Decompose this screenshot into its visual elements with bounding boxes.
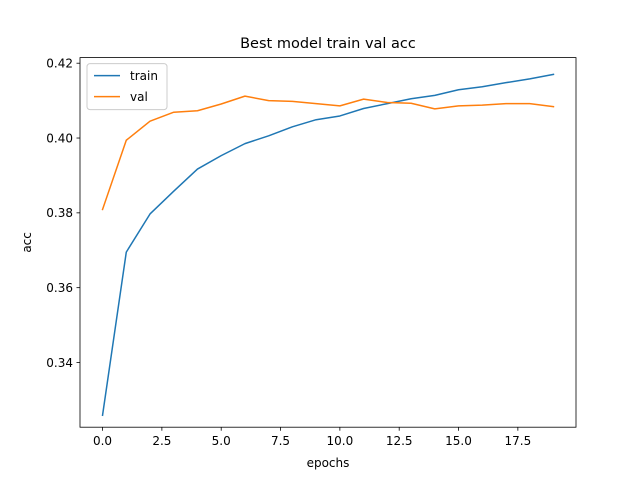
y-tick-label: 0.40 <box>46 131 73 145</box>
series-line-val <box>101 95 555 211</box>
series-line-train <box>101 73 555 417</box>
x-axis-ticks: 0.0 2.5 5.0 7.5 10.0 12.5 15.0 17.5 <box>93 427 531 448</box>
x-tick-label: 17.5 <box>504 434 531 448</box>
series-lines <box>101 73 555 417</box>
x-tick-label: 0.0 <box>93 434 112 448</box>
plot-area <box>80 57 576 428</box>
x-tick-label: 10.0 <box>327 434 354 448</box>
legend-label-val: val <box>130 90 148 104</box>
x-axis-label: epochs <box>307 456 350 470</box>
x-tick-label: 5.0 <box>212 434 231 448</box>
legend-label-train: train <box>130 69 158 83</box>
chart-title: Best model train val acc <box>240 36 416 52</box>
x-tick-label: 15.0 <box>445 434 472 448</box>
x-tick-label: 7.5 <box>271 434 290 448</box>
x-tick-label: 2.5 <box>152 434 171 448</box>
x-tick-label: 12.5 <box>386 434 413 448</box>
y-axis-ticks: 0.34 0.36 0.38 0.40 0.42 <box>46 57 80 370</box>
y-tick-label: 0.38 <box>46 206 73 220</box>
y-axis-label: acc <box>20 232 34 253</box>
y-tick-label: 0.36 <box>46 281 73 295</box>
y-tick-label: 0.42 <box>46 57 73 71</box>
y-tick-label: 0.34 <box>46 356 73 370</box>
legend: train val <box>86 63 168 111</box>
plot-frame <box>79 57 577 428</box>
